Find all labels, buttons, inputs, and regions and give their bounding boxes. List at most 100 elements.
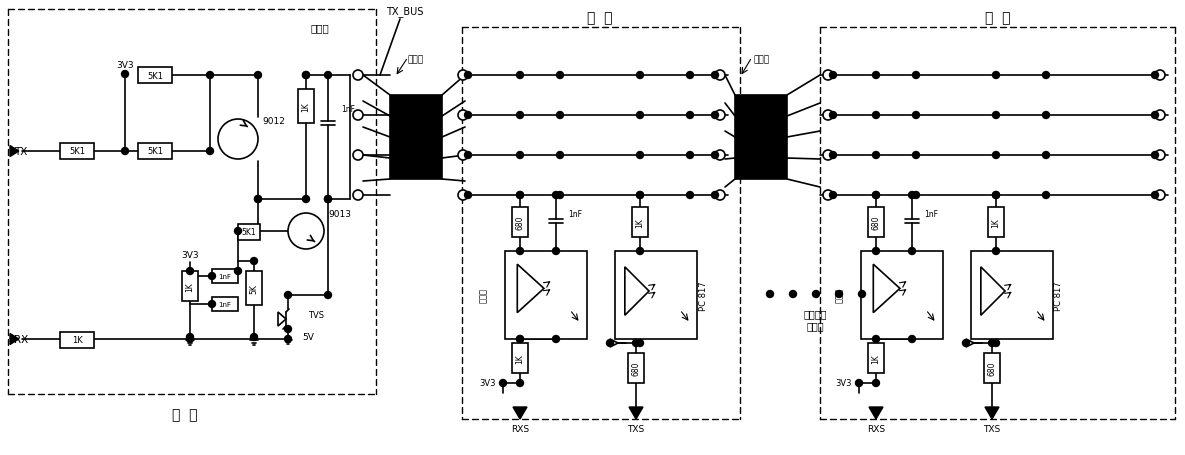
Circle shape [1152,112,1159,119]
Circle shape [872,112,879,119]
Circle shape [824,111,833,121]
Bar [238,224,260,241]
Text: RXS: RXS [511,425,529,434]
Polygon shape [610,339,619,347]
Circle shape [557,152,564,159]
Bar [628,353,643,383]
Circle shape [235,228,242,235]
Circle shape [872,379,879,387]
Circle shape [284,336,292,343]
Circle shape [636,112,643,119]
Circle shape [711,72,718,79]
Circle shape [1043,152,1050,159]
Circle shape [686,112,693,119]
Circle shape [325,292,332,299]
Text: 1K: 1K [301,102,310,111]
Circle shape [206,148,213,155]
Circle shape [686,72,693,79]
Circle shape [856,379,863,387]
Circle shape [325,72,332,79]
Circle shape [912,112,920,119]
Circle shape [1155,191,1165,201]
Text: 5K1: 5K1 [69,147,85,156]
Circle shape [517,379,524,387]
Circle shape [284,326,292,333]
Text: 3V3: 3V3 [116,61,134,69]
Text: RXS: RXS [867,425,885,434]
Circle shape [1155,111,1165,121]
Circle shape [824,151,833,161]
Text: TX: TX [14,147,27,157]
Text: 从  机: 从 机 [588,11,613,25]
Circle shape [1152,152,1159,159]
Circle shape [1152,72,1159,79]
Circle shape [122,71,128,78]
Circle shape [711,192,718,199]
Bar [505,252,587,339]
Text: 1nF: 1nF [218,273,231,279]
Circle shape [1152,192,1159,199]
Bar [867,207,884,238]
Circle shape [465,152,472,159]
Circle shape [353,151,363,161]
Circle shape [517,192,524,199]
Circle shape [872,192,879,199]
Text: TX_BUS: TX_BUS [386,6,424,17]
Circle shape [909,336,916,343]
Text: 驱动板: 驱动板 [834,288,844,303]
Text: 1K: 1K [635,217,645,228]
Circle shape [872,152,879,159]
Text: PC 817: PC 817 [1055,281,1063,310]
Circle shape [255,72,262,79]
Text: TXS: TXS [627,425,645,434]
Bar [512,207,529,238]
Circle shape [517,192,524,199]
Circle shape [830,192,837,199]
Bar [971,252,1053,339]
Text: 5V: 5V [302,333,314,342]
Text: TXS: TXS [984,425,1000,434]
Polygon shape [278,312,286,326]
Circle shape [457,111,468,121]
Text: 1K: 1K [515,354,525,363]
Circle shape [830,72,837,79]
Circle shape [1155,151,1165,161]
Circle shape [517,248,524,255]
Circle shape [636,192,643,199]
Text: 平行线: 平行线 [408,56,424,64]
Text: 1nF: 1nF [924,210,939,219]
Bar [182,271,198,301]
Circle shape [607,340,614,347]
Circle shape [686,192,693,199]
Circle shape [353,191,363,201]
Circle shape [517,336,524,343]
Circle shape [465,192,472,199]
Circle shape [912,152,920,159]
Circle shape [288,213,324,249]
Bar [390,96,442,180]
Circle shape [325,196,332,203]
Text: 9012: 9012 [262,117,284,126]
Circle shape [353,111,363,121]
Circle shape [711,112,718,119]
Bar [988,207,1004,238]
Polygon shape [873,265,899,313]
Circle shape [830,112,837,119]
Text: 680: 680 [987,361,997,375]
Bar [212,298,238,311]
Circle shape [993,340,999,347]
Circle shape [993,248,999,255]
Polygon shape [518,265,544,313]
Text: RX: RX [14,334,28,344]
Circle shape [302,72,309,79]
Bar [60,332,94,348]
Circle shape [789,291,796,298]
Circle shape [1155,71,1165,81]
Circle shape [557,112,564,119]
Text: 从  机: 从 机 [985,11,1011,25]
Polygon shape [966,339,974,347]
Circle shape [988,340,995,347]
Text: 5K: 5K [250,283,258,293]
Circle shape [824,191,833,201]
Polygon shape [624,267,649,316]
